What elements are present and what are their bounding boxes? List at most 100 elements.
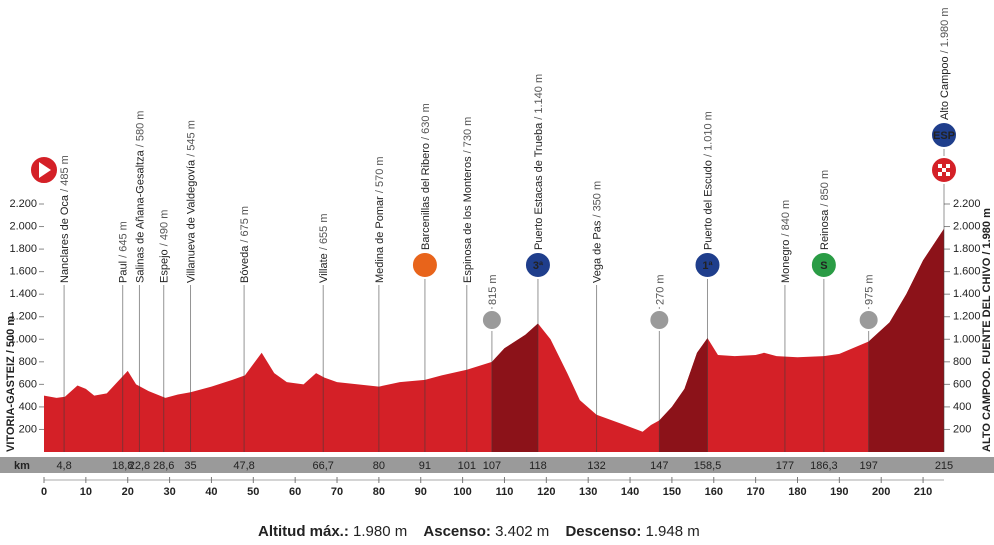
waypoint-icon: [809, 251, 838, 279]
x-tick-label: 100: [453, 486, 471, 498]
y-tick-label-right: 400: [953, 401, 971, 413]
x-tick-label: 110: [496, 486, 514, 498]
waypoint-label: Nanclares de Oca / 485 m: [59, 155, 71, 283]
y-tick-label: 1.800: [9, 243, 37, 255]
y-tick-label: 2.000: [9, 221, 37, 233]
x-tick-label: 170: [746, 486, 764, 498]
waypoint-icon-text: ESP: [933, 130, 955, 142]
km-label: km: [14, 460, 30, 472]
waypoint-elevation: / 545 m: [186, 120, 198, 157]
y-tick-label: 200: [19, 423, 37, 435]
waypoint-name: Medina de Pomar: [374, 196, 386, 283]
waypoint-km: 22,8: [129, 460, 150, 472]
waypoint-km: 4,8: [56, 460, 71, 472]
x-tick-label: 130: [579, 486, 597, 498]
waypoint-elevation: 270 m: [654, 274, 666, 305]
waypoint-elevation: / 730 m: [462, 117, 474, 154]
descent-value: 1.948 m: [646, 523, 700, 540]
x-tick-label: 30: [163, 486, 175, 498]
ascent-value: 3.402 m: [495, 523, 549, 540]
waypoint-elevation: / 840 m: [780, 200, 792, 237]
waypoint-icon: [410, 251, 439, 279]
y-tick-label-right: 600: [953, 378, 971, 390]
x-tick-label: 210: [914, 486, 932, 498]
waypoint-name: Espinosa de los Monteros: [462, 156, 474, 283]
waypoint-elevation: / 630 m: [420, 103, 432, 140]
waypoint-name: Villanueva de Valdegovía: [186, 159, 198, 283]
ascent-label: Ascenso:: [423, 523, 491, 540]
waypoint-icon-text: 1ª: [702, 260, 713, 272]
waypoint-km: 35: [184, 460, 196, 472]
waypoint-elevation: 815 m: [487, 274, 499, 305]
y-tick-label: 400: [19, 401, 37, 413]
y-tick-label-right: 1.000: [953, 333, 981, 345]
waypoint-label: Reinosa / 850 m: [819, 170, 831, 250]
waypoint-label: Villanueva de Valdegovía / 545 m: [186, 120, 198, 283]
y-tick-label: 1.200: [9, 311, 37, 323]
waypoint-icon: [648, 309, 671, 331]
waypoint-name: Barcenillas del Ribero: [420, 143, 432, 250]
start-icon: [29, 155, 59, 185]
finish-check: [938, 172, 942, 176]
waypoint-label: Bóveda / 675 m: [239, 206, 251, 283]
waypoint-elevation: / 485 m: [59, 155, 71, 192]
x-tick-label: 40: [205, 486, 217, 498]
max-value: 1.980 m: [353, 523, 407, 540]
x-tick-label: 50: [247, 486, 259, 498]
waypoint-label: 815 m: [487, 274, 499, 305]
waypoint-elevation: / 645 m: [118, 221, 130, 258]
waypoint-label: Vega de Pas / 350 m: [592, 181, 604, 283]
waypoint-elevation: / 580 m: [134, 111, 146, 148]
waypoint-icon: [930, 121, 958, 149]
waypoint-km: 107: [483, 460, 501, 472]
y-tick-label: 2.200: [9, 198, 37, 210]
waypoint-km: 18,8: [112, 460, 133, 472]
footer: Altitud máx.: 1.980 m Ascenso: 3.402 m D…: [258, 523, 700, 540]
waypoint-label: Alto Campoo / 1.980 m: [939, 7, 951, 120]
waypoint-km: 101: [458, 460, 476, 472]
waypoint-label: Medina de Pomar / 570 m: [374, 156, 386, 283]
waypoint-elevation: 975 m: [864, 274, 876, 305]
waypoint-km: 197: [859, 460, 877, 472]
waypoint-name: Puerto del Escudo: [702, 160, 714, 250]
climb-shade: [868, 228, 944, 452]
x-tick-label: 20: [122, 486, 134, 498]
x-tick-label: 60: [289, 486, 301, 498]
waypoint-elevation: / 490 m: [159, 210, 171, 247]
waypoint-elevation: / 1.140 m: [533, 74, 545, 120]
y-tick-label: 1.400: [9, 288, 37, 300]
y-tick-label-right: 1.400: [953, 288, 981, 300]
start-label: VITORIA-GASTEIZ / 500 m: [5, 316, 17, 452]
waypoint-elevation: / 1.980 m: [939, 7, 951, 53]
waypoint-name: Vega de Pas: [592, 220, 604, 283]
waypoint-name: Espejo: [159, 249, 171, 283]
y-tick-label: 1.600: [9, 266, 37, 278]
y-tick-label-right: 1.200: [953, 311, 981, 323]
x-tick-label: 150: [663, 486, 681, 498]
profile-area: [44, 228, 944, 452]
waypoint-name: Bóveda: [239, 245, 251, 283]
waypoint-km: 147: [650, 460, 668, 472]
y-tick-label: 1.000: [9, 333, 37, 345]
waypoint-elevation: / 1.010 m: [702, 111, 714, 157]
waypoint-elevation: / 850 m: [819, 170, 831, 207]
x-tick-label: 70: [331, 486, 343, 498]
waypoint-label: 270 m: [654, 274, 666, 305]
finish-check: [946, 164, 950, 168]
x-tick-label: 80: [373, 486, 385, 498]
waypoint-km: 91: [419, 460, 431, 472]
waypoint-name: Reinosa: [819, 209, 831, 250]
waypoint-name: Puerto Estacas de Trueba: [533, 122, 545, 250]
waypoint-elevation: / 350 m: [592, 181, 604, 218]
x-tick-label: 140: [621, 486, 639, 498]
waypoint-km: 186,3: [810, 460, 838, 472]
x-tick-label: 200: [872, 486, 890, 498]
waypoint-name: Salinas de Añana-Gesaltza: [134, 149, 146, 283]
max-label: Altitud máx.:: [258, 523, 349, 540]
waypoint-label: Espejo / 490 m: [159, 210, 171, 283]
waypoint-km: 177: [776, 460, 794, 472]
waypoint-label: Puerto Estacas de Trueba / 1.140 m: [533, 74, 545, 250]
waypoint-name: Monegro: [780, 240, 792, 283]
y-tick-label: 800: [19, 356, 37, 368]
x-tick-label: 10: [80, 486, 92, 498]
